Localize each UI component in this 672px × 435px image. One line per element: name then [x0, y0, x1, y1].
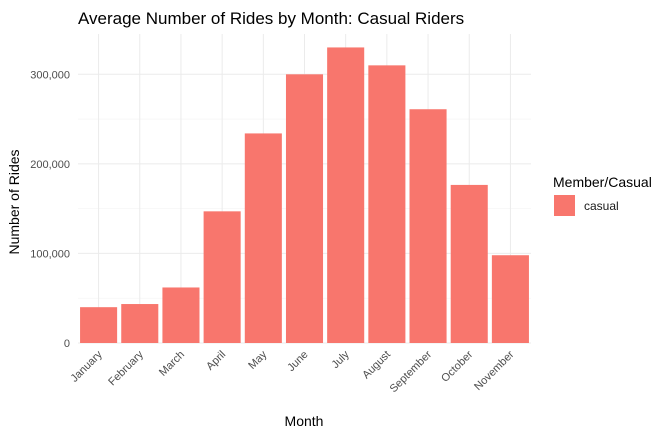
x-tick-label: November: [472, 348, 517, 393]
x-axis-title: Month: [285, 413, 324, 429]
y-tick-label: 200,000: [30, 159, 70, 171]
bar-june: [285, 74, 324, 343]
y-tick-label: 0: [64, 338, 70, 350]
y-axis-ticks: 0 100,000 200,000 300,000: [30, 69, 70, 350]
legend-label-casual: casual: [584, 199, 619, 213]
y-axis-title: Number of Rides: [6, 149, 22, 254]
bar-july: [327, 47, 365, 343]
chart-title: Average Number of Rides by Month: Casual…: [78, 9, 464, 28]
x-tick-label: May: [246, 348, 270, 372]
x-tick-label: September: [388, 348, 435, 395]
y-tick-label: 300,000: [30, 69, 70, 81]
y-tick-label: 100,000: [30, 248, 70, 260]
bar-october: [450, 184, 488, 343]
x-tick-label: April: [204, 349, 228, 373]
x-tick-label: March: [157, 349, 187, 379]
x-tick-label: June: [285, 349, 310, 374]
x-tick-label: October: [439, 348, 475, 384]
bars: [80, 47, 529, 344]
x-tick-label: February: [106, 348, 146, 388]
bar-january: [80, 307, 118, 343]
legend-swatch-casual: [554, 195, 575, 216]
bar-february: [121, 304, 159, 343]
legend-title: Member/Casual: [553, 174, 652, 190]
bar-september: [409, 109, 447, 344]
x-tick-label: January: [69, 348, 106, 385]
legend: Member/Casual casual: [553, 174, 652, 216]
bar-march: [162, 287, 200, 343]
bar-november: [491, 255, 529, 343]
bar-august: [368, 65, 406, 343]
x-axis-ticks: January February March April May June July Augu…: [69, 348, 517, 395]
bar-april: [203, 211, 241, 343]
x-tick-label: August: [360, 349, 393, 382]
x-tick-label: July: [329, 348, 352, 371]
bar-may: [244, 133, 282, 343]
